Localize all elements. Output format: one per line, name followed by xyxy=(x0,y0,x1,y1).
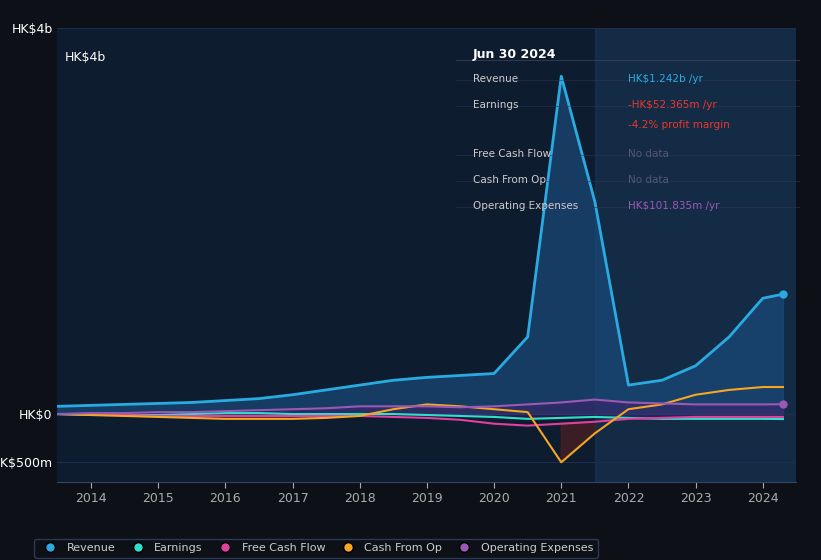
Text: No data: No data xyxy=(628,148,669,158)
Text: Revenue: Revenue xyxy=(473,74,518,84)
Text: No data: No data xyxy=(628,175,669,185)
Text: -HK$52.365m /yr: -HK$52.365m /yr xyxy=(628,100,717,110)
Text: HK$1.242b /yr: HK$1.242b /yr xyxy=(628,74,703,84)
Text: Cash From Op: Cash From Op xyxy=(473,175,546,185)
Text: Free Cash Flow: Free Cash Flow xyxy=(473,148,551,158)
Bar xyxy=(595,28,796,482)
Text: Operating Expenses: Operating Expenses xyxy=(473,201,578,211)
Legend: Revenue, Earnings, Free Cash Flow, Cash From Op, Operating Expenses: Revenue, Earnings, Free Cash Flow, Cash … xyxy=(34,539,598,558)
Text: -4.2% profit margin: -4.2% profit margin xyxy=(628,120,730,130)
Text: HK$101.835m /yr: HK$101.835m /yr xyxy=(628,201,719,211)
Text: Jun 30 2024: Jun 30 2024 xyxy=(473,48,557,60)
Text: HK$4b: HK$4b xyxy=(65,50,106,64)
Text: Earnings: Earnings xyxy=(473,100,518,110)
